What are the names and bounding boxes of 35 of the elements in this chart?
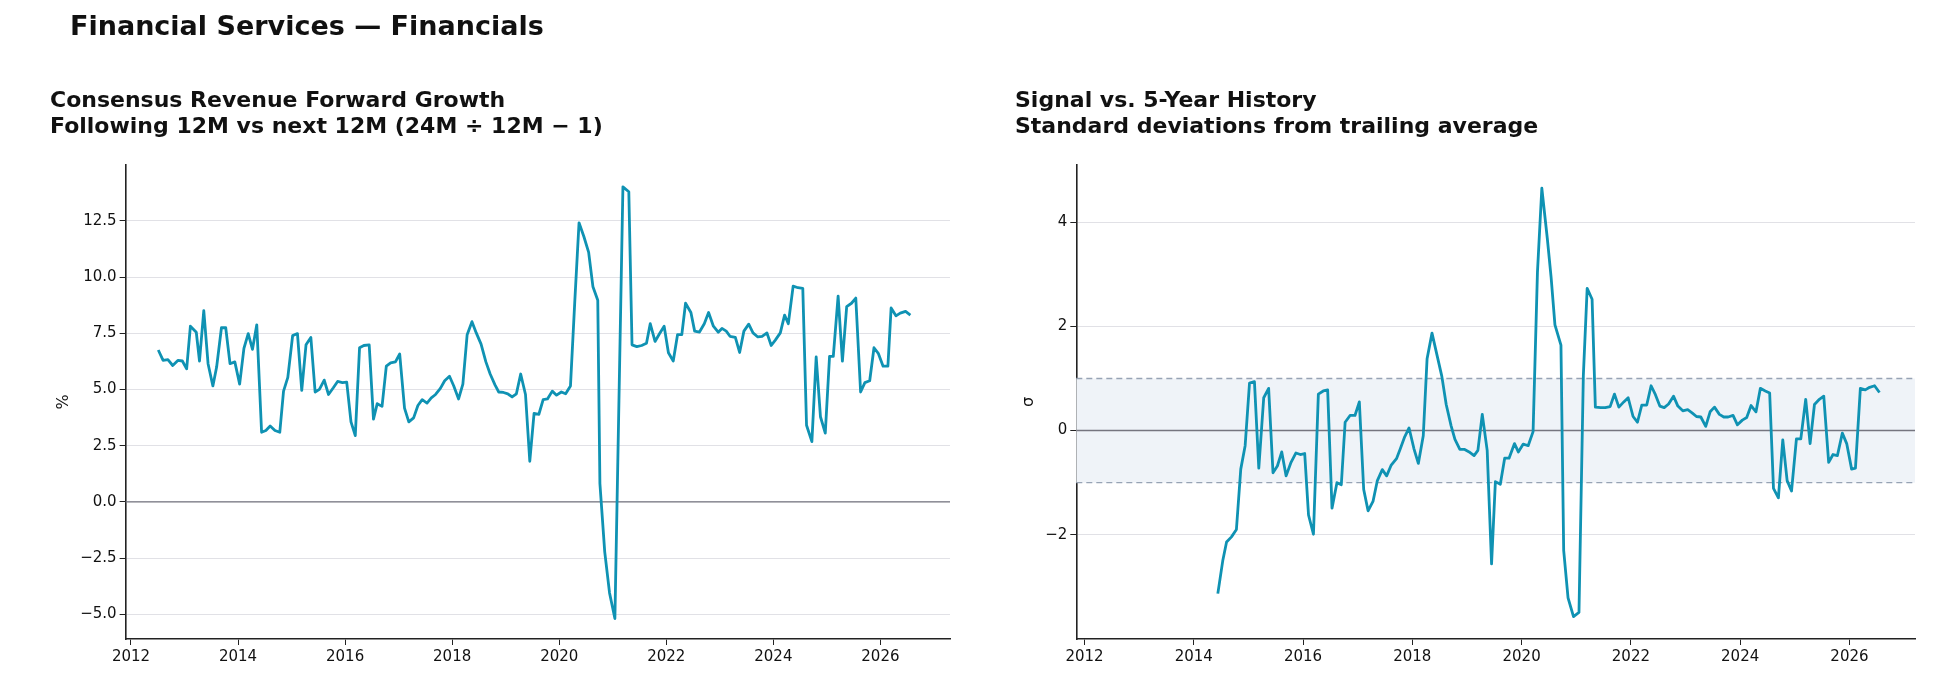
x-tick-label: 2022	[647, 646, 686, 665]
x-tick-label: 2026	[1830, 646, 1869, 665]
x-tick-label: 2020	[540, 646, 579, 665]
x-tick-label: 2020	[1502, 646, 1541, 665]
x-tick-label: 2014	[1174, 646, 1213, 665]
x-tick-label: 2016	[326, 646, 365, 665]
x-tick-label: 2012	[111, 646, 151, 665]
y-tick-label: 0	[1057, 420, 1068, 439]
x-tick-label: 2024	[1721, 646, 1760, 665]
x-tick-label: 2018	[1393, 646, 1432, 665]
y-tick-label: 4	[1057, 212, 1068, 231]
y-axis-title: %	[52, 394, 72, 410]
y-tick-label: 2.5	[92, 435, 117, 454]
y-tick-label: 7.5	[92, 323, 117, 342]
y-tick-label: −2.5	[80, 547, 117, 566]
x-tick-label: 2014	[218, 646, 258, 665]
chart-subtitle: Standard deviations from trailing average	[1015, 113, 1539, 139]
y-tick-label: 2	[1057, 316, 1068, 335]
x-tick-label: 2012	[1065, 646, 1104, 665]
text: Financial Services — Financials	[70, 10, 544, 41]
y-tick-label: 0.0	[92, 491, 117, 510]
x-tick-label: 2026	[861, 646, 900, 665]
y-tick-label: 5.0	[92, 379, 117, 398]
x-tick-label: 2024	[754, 646, 793, 665]
y-tick-label: 12.5	[83, 210, 117, 229]
chart-title: Consensus Revenue Forward Growth	[50, 86, 506, 112]
x-tick-label: 2016	[1283, 646, 1323, 665]
y-tick-label: −2	[1045, 524, 1068, 543]
y-tick-label: 10.0	[83, 267, 117, 286]
chart-title: Signal vs. 5-Year History	[1015, 86, 1317, 112]
x-tick-label: 2022	[1611, 646, 1650, 665]
chart-subtitle: Following 12M vs next 12M (24M ÷ 12M − 1)	[50, 113, 603, 139]
y-tick-label: −5.0	[80, 604, 117, 623]
x-tick-label: 2018	[433, 646, 472, 665]
y-axis-title: σ	[1017, 396, 1037, 407]
